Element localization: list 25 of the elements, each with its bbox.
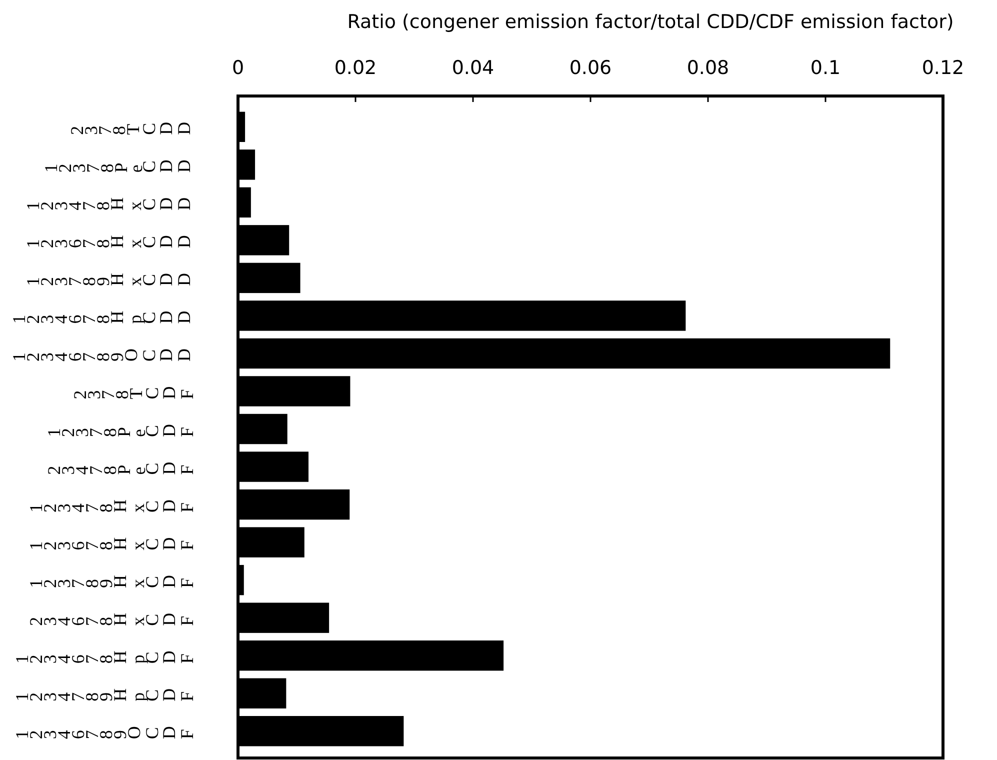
y-tick-label: 2378TCDF bbox=[70, 381, 197, 400]
y-tick-label: 123789HxCDF bbox=[26, 570, 197, 588]
y-tick-label: 23478PeCDF bbox=[44, 456, 197, 475]
y-tick-label: 12378PeCDF bbox=[44, 419, 197, 437]
x-tick-label: 0.02 bbox=[334, 57, 377, 79]
x-tick-label: 0.08 bbox=[686, 57, 730, 79]
x-tick-label: 0.1 bbox=[810, 57, 841, 79]
y-tick-label: 1234678HpCDF bbox=[12, 646, 197, 664]
y-tick-label: 123478HxCDF bbox=[26, 494, 197, 513]
y-tick-label: 123789HxCDD bbox=[22, 268, 194, 286]
y-tick-label: 234678HxCDF bbox=[26, 608, 197, 626]
y-tick-label: 123478HxCDD bbox=[22, 192, 194, 210]
x-tick-label: 0.06 bbox=[569, 57, 612, 79]
y-tick-label: 1234789HpCDF bbox=[12, 683, 197, 702]
y-tick-label: 12378PeCDD bbox=[40, 154, 194, 173]
y-tick-label: 123678HxCDF bbox=[26, 532, 197, 550]
y-tick-label: 1234678HpCDD bbox=[8, 306, 194, 324]
y-tick-label: 123678HxCDD bbox=[22, 230, 194, 248]
y-tick-label: 2378TCDD bbox=[66, 116, 194, 135]
x-tick-label: 0 bbox=[232, 57, 244, 79]
x-tick-label: 0.12 bbox=[922, 57, 964, 79]
y-tick-label: 12346789OCDF bbox=[12, 721, 197, 740]
x-tick-label: 0.04 bbox=[452, 57, 494, 79]
y-tick-label: 12346789OCDD bbox=[8, 343, 194, 362]
x-axis-title: Ratio (congener emission factor/total CDD/CDF emission factor) bbox=[347, 11, 954, 33]
